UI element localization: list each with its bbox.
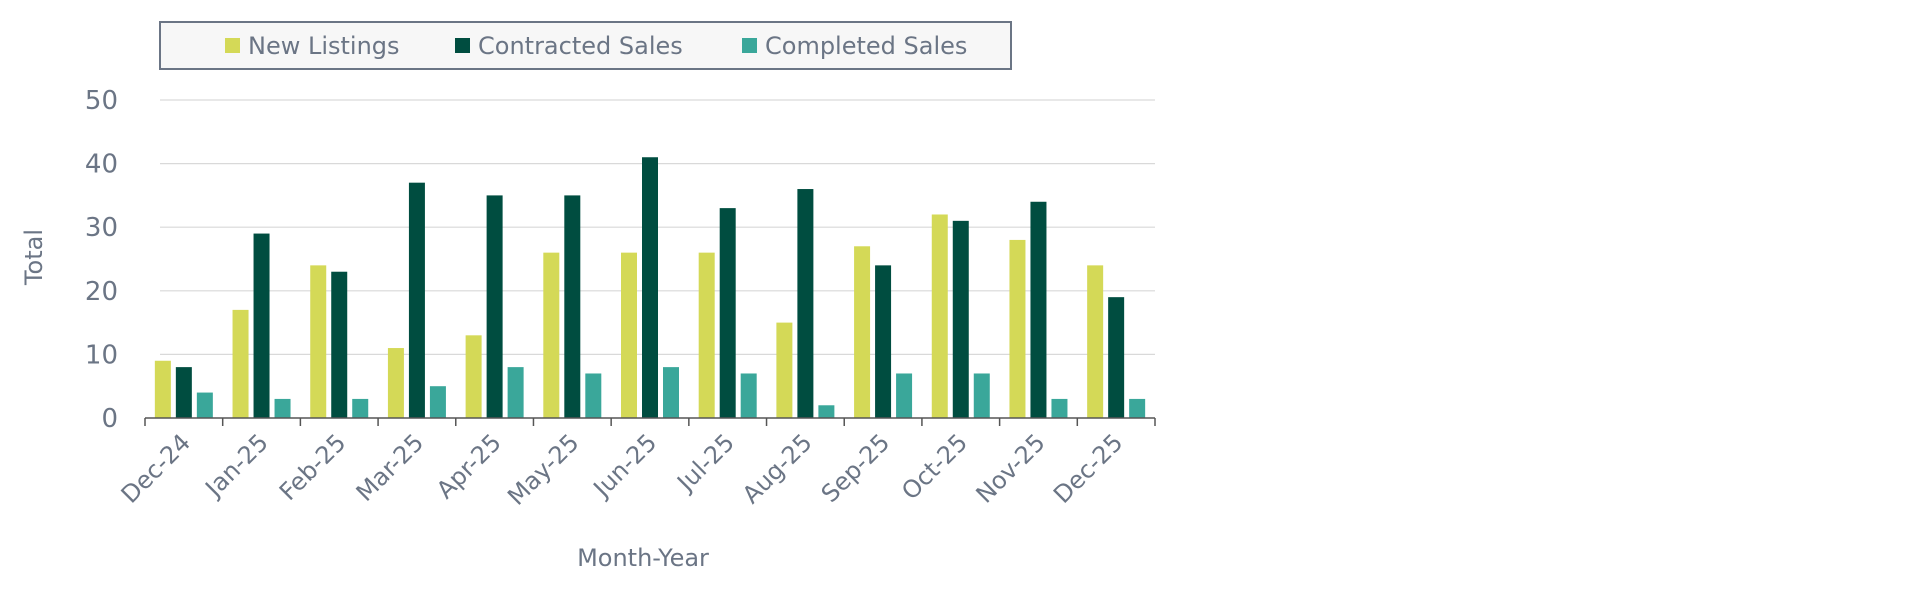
bar-new-listings: [310, 265, 327, 418]
bar-contracted-sales: [486, 195, 503, 418]
bar-completed-sales: [196, 392, 213, 418]
y-tick-label: 40: [85, 150, 118, 180]
x-tick-label: Aug-25: [737, 428, 818, 509]
x-tick-label: Nov-25: [971, 428, 1051, 508]
bar-new-listings: [1009, 239, 1026, 418]
legend-swatch-new-listings: [225, 38, 240, 53]
y-tick-label: 10: [85, 340, 118, 370]
bar-completed-sales: [896, 373, 913, 418]
bar-contracted-sales: [719, 208, 736, 418]
y-tick-label: 20: [85, 277, 118, 307]
x-tick-label: Sep-25: [816, 428, 896, 508]
bar-new-listings: [1087, 265, 1104, 418]
legend-swatch-contracted-sales: [455, 38, 470, 53]
bar-completed-sales: [429, 386, 446, 418]
bar-new-listings: [232, 309, 249, 418]
bar-new-listings: [698, 252, 715, 418]
bar-contracted-sales: [175, 367, 192, 418]
bars: [154, 157, 1146, 419]
y-tick-label: 0: [101, 404, 118, 434]
bar-contracted-sales: [253, 233, 270, 418]
bar-completed-sales: [973, 373, 990, 418]
bar-new-listings: [776, 322, 793, 418]
y-tick-label: 50: [85, 86, 118, 116]
bar-contracted-sales: [564, 195, 581, 418]
x-tick-label: May-25: [502, 428, 584, 510]
legend-label-contracted-sales: Contracted Sales: [478, 32, 683, 60]
bar-new-listings: [543, 252, 560, 418]
x-tick-label: Mar-25: [351, 428, 429, 506]
bar-completed-sales: [507, 367, 524, 418]
legend-label-completed-sales: Completed Sales: [765, 32, 967, 60]
legend-box: [159, 21, 1012, 70]
bar-new-listings: [154, 360, 171, 418]
y-axis-title: Total: [20, 229, 48, 286]
bar-contracted-sales: [408, 182, 425, 418]
bar-contracted-sales: [797, 189, 814, 418]
x-tick-label: Jun-25: [587, 428, 662, 503]
bar-new-listings: [621, 252, 637, 418]
legend-swatch-completed-sales: [742, 38, 757, 53]
bar-completed-sales: [1129, 398, 1146, 418]
bar-contracted-sales: [642, 157, 658, 419]
legend-items: New Listings Contracted Sales Completed Sa…: [225, 32, 967, 60]
bar-contracted-sales: [875, 265, 892, 418]
bar-new-listings: [854, 246, 871, 418]
x-axis-title: Month-Year: [577, 544, 709, 572]
x-tick-label: Dec-24: [116, 428, 196, 508]
bar-contracted-sales: [1108, 297, 1125, 418]
bar-completed-sales: [740, 373, 757, 418]
legend-label-new-listings: New Listings: [248, 32, 400, 60]
bar-contracted-sales: [1030, 201, 1047, 418]
bar-new-listings: [465, 335, 482, 418]
axes: [144, 417, 1156, 426]
bar-new-listings: [931, 214, 948, 418]
bar-completed-sales: [585, 373, 602, 418]
bar-completed-sales: [1051, 398, 1068, 418]
legend: New Listings Contracted Sales Completed Sa…: [159, 21, 1012, 70]
bar-completed-sales: [663, 367, 679, 418]
y-tick-label: 30: [85, 213, 118, 243]
bar-completed-sales: [352, 398, 369, 418]
x-tick-label: Jul-25: [671, 428, 740, 497]
bar-contracted-sales: [331, 271, 348, 418]
bar-completed-sales: [818, 405, 835, 418]
x-tick-label: Apr-25: [431, 428, 507, 504]
x-tick-label: Dec-25: [1048, 428, 1128, 508]
x-tick-label: Feb-25: [274, 428, 352, 506]
bar-completed-sales: [274, 398, 291, 418]
x-tick-label: Jan-25: [199, 428, 274, 503]
bar-new-listings: [387, 348, 404, 418]
bar-contracted-sales: [952, 220, 969, 418]
tick-labels: 0 10 20 30 40 50 Dec-24 Jan-25 Feb-25 Mar-25 Apr-2…: [85, 86, 1128, 511]
x-tick-label: Oct-25: [896, 428, 973, 505]
